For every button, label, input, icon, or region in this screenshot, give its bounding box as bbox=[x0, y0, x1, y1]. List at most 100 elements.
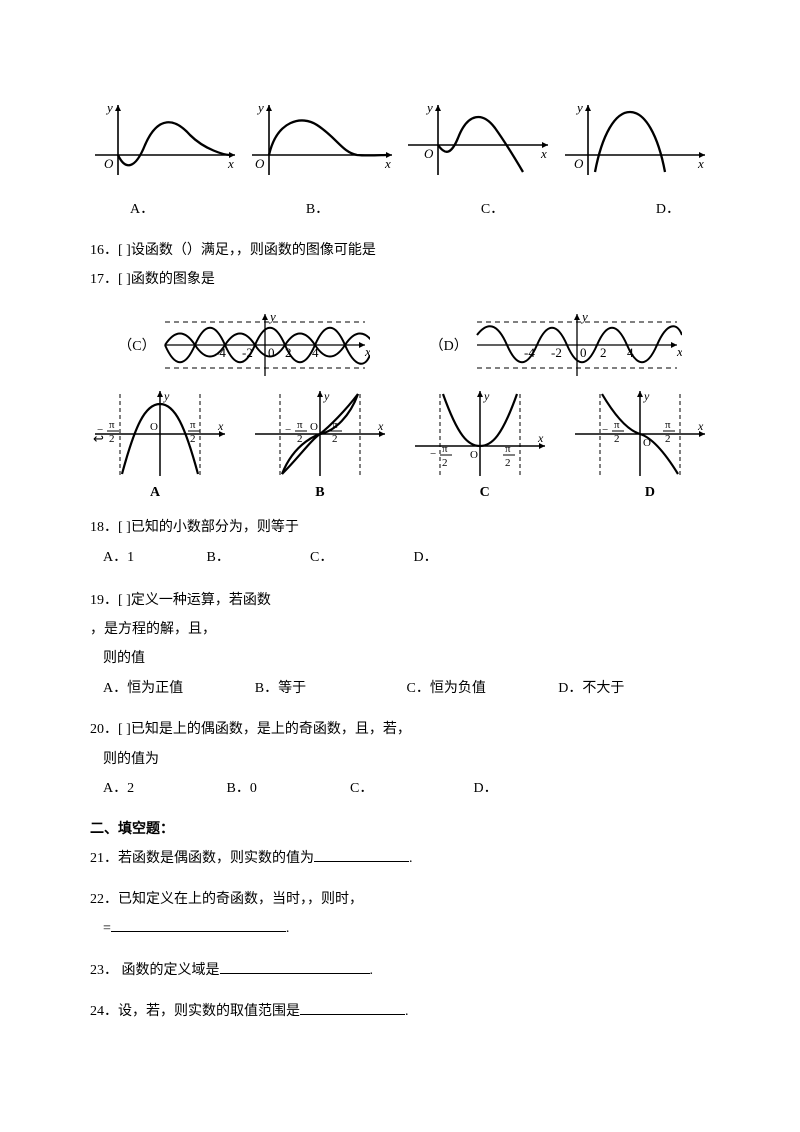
q17: 17．[ ]函数的图象是 bbox=[90, 267, 710, 292]
svg-text:π: π bbox=[614, 419, 620, 431]
q23: 23． 函数的定义域是. bbox=[90, 958, 710, 983]
q19-l2: ，是方程的解，且， bbox=[90, 617, 710, 642]
svg-text:x: x bbox=[540, 146, 547, 161]
q17-bot-labels: A B C D bbox=[90, 485, 710, 501]
svg-text:2: 2 bbox=[332, 433, 338, 445]
sine-d: -4 -2 0 2 4 x y bbox=[472, 310, 682, 380]
svg-text:−: − bbox=[430, 448, 436, 460]
q18: 18．[ ]已知的小数部分为，则等于 bbox=[90, 515, 710, 540]
svg-text:2: 2 bbox=[285, 345, 292, 360]
bot-label-b: B bbox=[315, 485, 324, 501]
q17-bot-graphs: y x O − π 2 π 2 ↩ y x O − π 2 π 2 bbox=[90, 386, 710, 481]
svg-text:O: O bbox=[424, 146, 434, 161]
svg-text:O: O bbox=[255, 156, 265, 171]
svg-text:O: O bbox=[470, 449, 478, 461]
q20-opts: A．2 B．0 C． D． bbox=[90, 776, 710, 801]
q20-b: B．0 bbox=[227, 776, 347, 801]
q19-a: A．恒为正值 bbox=[103, 677, 255, 697]
svg-text:O: O bbox=[104, 156, 114, 171]
opt-d: D． bbox=[656, 198, 680, 218]
svg-text:2: 2 bbox=[600, 345, 607, 360]
q22-blank bbox=[111, 917, 286, 932]
svg-text:x: x bbox=[384, 156, 391, 171]
svg-text:y: y bbox=[643, 389, 650, 403]
svg-text:-4: -4 bbox=[215, 345, 226, 360]
svg-text:x: x bbox=[227, 156, 234, 171]
svg-text:0: 0 bbox=[268, 345, 275, 360]
svg-text:y: y bbox=[425, 100, 433, 115]
svg-text:2: 2 bbox=[614, 433, 620, 445]
bot-label-c: C bbox=[480, 485, 490, 501]
svg-text:y: y bbox=[483, 389, 490, 403]
svg-text:2: 2 bbox=[442, 457, 448, 469]
q17-mid-graphs: （C） -4 -2 0 2 4 x y （D） bbox=[90, 310, 710, 380]
q19-b: B．等于 bbox=[255, 677, 407, 697]
q18-a: A．1 bbox=[103, 545, 203, 570]
svg-text:-2: -2 bbox=[551, 345, 562, 360]
svg-text:π: π bbox=[297, 419, 303, 431]
graph-a: O x y bbox=[90, 100, 240, 180]
svg-text:2: 2 bbox=[297, 433, 303, 445]
svg-text:O: O bbox=[150, 421, 158, 433]
svg-text:0: 0 bbox=[580, 345, 587, 360]
q18-b: B． bbox=[207, 545, 307, 570]
bot-a: y x O − π2 π2 ↩ bbox=[90, 386, 230, 481]
svg-text:y: y bbox=[105, 100, 113, 115]
svg-text:π: π bbox=[442, 443, 448, 455]
q24: 24．设，若，则实数的取值范围是. bbox=[90, 999, 710, 1024]
q20-l1: 20．[ ]已知是上的偶函数，是上的奇函数，且，若， bbox=[90, 717, 710, 742]
q21: 21．若函数是偶函数，则实数的值为. bbox=[90, 846, 710, 871]
q19-l3: 则的值 bbox=[90, 646, 710, 671]
svg-text:y: y bbox=[323, 389, 330, 403]
q24-blank bbox=[300, 1000, 405, 1015]
svg-text:2: 2 bbox=[190, 433, 196, 445]
q20-a: A．2 bbox=[103, 776, 223, 801]
svg-text:y: y bbox=[256, 100, 264, 115]
svg-text:y: y bbox=[575, 100, 583, 115]
svg-text:x: x bbox=[537, 431, 544, 445]
svg-text:x: x bbox=[676, 344, 682, 359]
svg-text:−: − bbox=[602, 424, 608, 436]
bot-d: y x O − π2 π2 bbox=[570, 386, 710, 481]
section2-title: 二、填空题： bbox=[90, 817, 710, 842]
q20-c: C． bbox=[350, 776, 470, 801]
svg-text:y: y bbox=[268, 310, 276, 324]
svg-text:4: 4 bbox=[312, 345, 319, 360]
q22-eq: = bbox=[103, 921, 111, 936]
svg-text:x: x bbox=[364, 344, 370, 359]
q24-end: . bbox=[405, 1004, 409, 1019]
svg-text:π: π bbox=[505, 443, 511, 455]
svg-text:2: 2 bbox=[665, 433, 671, 445]
q23-text: 23． 函数的定义域是 bbox=[90, 963, 220, 978]
graph-b: O x y bbox=[247, 100, 397, 180]
bot-b: y x O − π2 π2 bbox=[250, 386, 390, 481]
q22-l2: =. bbox=[90, 916, 710, 941]
svg-text:x: x bbox=[697, 156, 704, 171]
svg-text:y: y bbox=[580, 310, 588, 324]
graph-d: O x y bbox=[560, 100, 710, 180]
q19-opts: A．恒为正值 B．等于 C．恒为负值 D．不大于 bbox=[90, 677, 710, 697]
svg-text:x: x bbox=[377, 419, 384, 433]
q19-l1: 19．[ ]定义一种运算，若函数 bbox=[90, 588, 710, 613]
graph-c: O x y bbox=[403, 100, 553, 180]
q23-end: . bbox=[370, 963, 374, 978]
q21-end: . bbox=[409, 851, 413, 866]
svg-text:↩: ↩ bbox=[93, 431, 104, 446]
svg-text:4: 4 bbox=[627, 345, 634, 360]
svg-text:−: − bbox=[285, 424, 291, 436]
q24-text: 24．设，若，则实数的取值范围是 bbox=[90, 1004, 300, 1019]
q19-c: C．恒为负值 bbox=[407, 677, 559, 697]
svg-text:O: O bbox=[574, 156, 584, 171]
sine-c: -4 -2 0 2 4 x y bbox=[160, 310, 370, 380]
svg-text:2: 2 bbox=[505, 457, 511, 469]
q23-blank bbox=[220, 959, 370, 974]
q22-end: . bbox=[286, 921, 290, 936]
mid-label-c: （C） bbox=[118, 335, 155, 355]
q20-l2: 则的值为 bbox=[90, 747, 710, 772]
svg-text:π: π bbox=[109, 419, 115, 431]
q18-opts: A．1 B． C． D． bbox=[90, 545, 710, 570]
svg-text:π: π bbox=[665, 419, 671, 431]
svg-text:-4: -4 bbox=[524, 345, 535, 360]
svg-text:x: x bbox=[217, 419, 224, 433]
q15-option-labels: A． B． C． D． bbox=[90, 198, 710, 218]
